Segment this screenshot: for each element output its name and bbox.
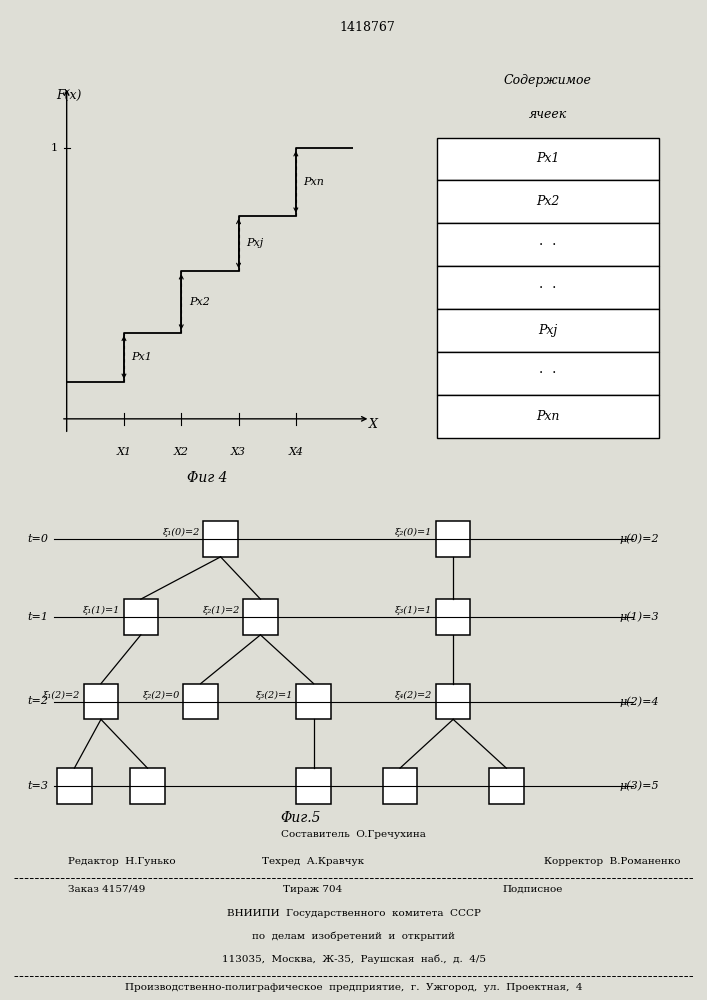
Text: ·  ·: · · — [539, 238, 556, 252]
Text: 113035,  Москва,  Ж-35,  Раушская  наб.,  д.  4/5: 113035, Москва, Ж-35, Раушская наб., д. … — [221, 954, 486, 964]
Text: 1418767: 1418767 — [340, 21, 395, 34]
Bar — [437, 137, 659, 180]
Text: Px2: Px2 — [189, 297, 209, 307]
Bar — [437, 266, 659, 309]
Text: ·  ·: · · — [539, 366, 556, 380]
Text: ξ₂(0)=1: ξ₂(0)=1 — [395, 528, 433, 537]
Text: ξ₄(2)=2: ξ₄(2)=2 — [395, 691, 433, 700]
Text: μ(0)=2: μ(0)=2 — [619, 534, 659, 544]
Text: Px1: Px1 — [132, 352, 152, 362]
Text: Pxп: Pxп — [303, 177, 325, 187]
Text: Pxj: Pxj — [538, 324, 558, 337]
Text: X3: X3 — [231, 447, 246, 457]
Text: t=3: t=3 — [28, 781, 49, 791]
Text: ξ₂(2)=0: ξ₂(2)=0 — [143, 691, 180, 700]
Text: ξ₁(1)=1: ξ₁(1)=1 — [83, 606, 120, 615]
Text: ВНИИПИ  Государственного  комитета  СССР: ВНИИПИ Государственного комитета СССР — [226, 909, 481, 918]
Bar — [436, 521, 470, 557]
Text: Техред  А.Кравчук: Техред А.Кравчук — [262, 856, 364, 865]
Text: Редактор  Н.Гунько: Редактор Н.Гунько — [69, 856, 176, 865]
Text: Φиг 4: Φиг 4 — [187, 471, 227, 485]
Bar — [130, 768, 165, 804]
Text: F(x): F(x) — [57, 89, 82, 102]
Bar — [382, 768, 417, 804]
Text: ξ₁(0)=2: ξ₁(0)=2 — [163, 528, 200, 537]
Text: μ(2)=4: μ(2)=4 — [619, 696, 659, 707]
Text: ξ₃(1)=1: ξ₃(1)=1 — [395, 606, 433, 615]
Text: Φиг.5: Φиг.5 — [280, 811, 320, 825]
Bar — [296, 768, 331, 804]
Bar — [436, 599, 470, 635]
Bar — [436, 684, 470, 719]
Text: ξ₁(2)=2: ξ₁(2)=2 — [43, 691, 81, 700]
Bar — [243, 599, 278, 635]
Text: Pxп: Pxп — [536, 410, 560, 423]
Text: ·  ·: · · — [539, 280, 556, 294]
Bar — [437, 309, 659, 352]
Text: Pxj: Pxj — [246, 238, 263, 248]
Text: X2: X2 — [174, 447, 189, 457]
Text: t=0: t=0 — [28, 534, 49, 544]
Text: Корректор  В.Романенко: Корректор В.Романенко — [544, 856, 680, 865]
Text: t=1: t=1 — [28, 612, 49, 622]
Text: X1: X1 — [117, 447, 132, 457]
Bar — [83, 684, 118, 719]
Text: Подписное: Подписное — [503, 884, 563, 894]
Text: Составитель  O.Гречухина: Составитель O.Гречухина — [281, 830, 426, 839]
Text: Содержимое: Содержимое — [504, 74, 592, 87]
Bar — [437, 395, 659, 438]
Text: ξ₂(1)=2: ξ₂(1)=2 — [202, 606, 240, 615]
Text: Заказ 4157/49: Заказ 4157/49 — [69, 884, 146, 894]
Bar — [57, 768, 92, 804]
Bar — [437, 223, 659, 266]
Text: X4: X4 — [288, 447, 303, 457]
Text: X: X — [369, 418, 378, 432]
Bar — [183, 684, 218, 719]
Text: t=2: t=2 — [28, 696, 49, 706]
Text: μ(1)=3: μ(1)=3 — [619, 612, 659, 622]
Text: Px2: Px2 — [536, 195, 560, 208]
Text: μ(3)=5: μ(3)=5 — [619, 781, 659, 791]
Bar — [124, 599, 158, 635]
Bar — [437, 352, 659, 395]
Text: 1: 1 — [50, 143, 58, 153]
Bar — [437, 180, 659, 223]
Bar — [296, 684, 331, 719]
Bar — [489, 768, 524, 804]
Bar — [204, 521, 238, 557]
Text: ξ₃(2)=1: ξ₃(2)=1 — [256, 691, 293, 700]
Text: Px1: Px1 — [536, 152, 560, 165]
Text: по  делам  изобретений  и  открытий: по делам изобретений и открытий — [252, 932, 455, 941]
Text: ячеек: ячеек — [529, 107, 567, 120]
Text: Тираж 704: Тираж 704 — [283, 884, 342, 894]
Text: Производственно-полиграфическое  предприятие,  г.  Ужгород,  ул.  Проектная,  4: Производственно-полиграфическое предприя… — [124, 982, 583, 992]
